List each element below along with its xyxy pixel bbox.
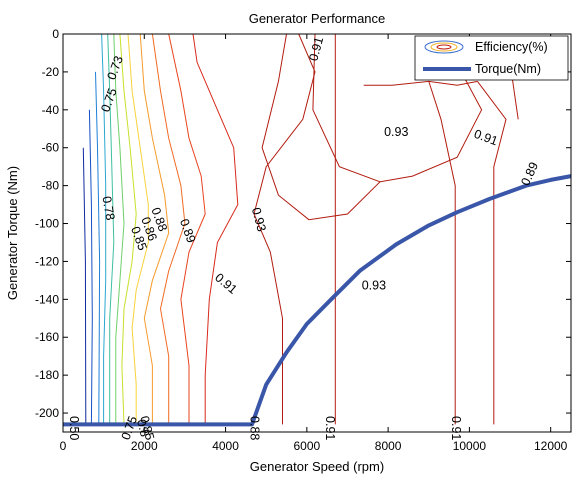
y-tick-label: 0 [52,27,59,41]
contour-line-5 [379,71,483,183]
x-axis: 0 2000 4000 6000 8000 10000 12000 [60,34,568,453]
y-tick-label: -40 [42,103,60,117]
x-tick-label: 4000 [212,439,239,453]
contour-line-3 [261,33,381,221]
contour-line-8 [192,33,239,425]
contour-label-0: 0.91 [306,35,326,62]
contour-label-4: 0.93 [249,206,269,233]
contour-label-1: 0.93 [384,125,408,139]
series-layer [63,174,572,427]
series-line-torque [63,174,572,427]
y-tick-label: -100 [35,217,59,231]
contour-label-6: 0.93 [362,278,386,292]
x-tick-label: 0 [60,439,67,453]
contour-layer [82,33,519,425]
efficiency-contour-icon [424,40,464,54]
y-tick-label: -200 [35,406,59,420]
y-tick-label: -120 [35,254,59,268]
contour-line-17 [95,71,101,425]
contour-line-16 [101,33,107,425]
contour-line-4 [363,80,478,86]
y-tick-label: -140 [35,292,59,306]
contour-label-14: 0.91 [323,416,337,440]
contour-label-20: 0.8 [134,418,152,438]
contour-line-0 [253,33,316,425]
contour-label-layer: 0.910.93 0.910.890.930.91 0.930.890.880.86… [67,35,541,441]
legend-label-efficiency: Efficiency(%) [475,40,548,54]
contour-line-9 [168,33,206,425]
y-tick-label: -20 [42,65,60,79]
y-tick-label: -160 [35,330,59,344]
contour-line-10 [151,33,186,425]
x-axis-label: Generator Speed (rpm) [250,459,384,474]
contour-line-14 [113,33,125,425]
y-tick-label: -60 [42,141,60,155]
contour-line-19 [82,147,87,425]
contour-label-16: 0.88 [248,416,262,440]
y-tick-label: -80 [42,179,60,193]
x-tick-label: 12000 [534,439,568,453]
legend: Efficiency(%) Torque(Nm) [414,35,569,81]
legend-label-torque: Torque(Nm) [475,62,541,76]
x-tick-label: 10000 [453,439,487,453]
plot-frame [62,33,572,433]
contour-line-13 [119,33,137,425]
contour-label-17: 0.50 [67,416,81,440]
contour-label-11: 0.78 [99,195,117,221]
contour-label-15: 0.91 [449,416,463,440]
contour-line-11 [139,33,170,425]
x-tick-label: 8000 [375,439,402,453]
contour-line-1 [428,81,456,425]
chart-title: Generator Performance [249,11,386,26]
contour-label-19: 0.85 [137,414,157,441]
plot-background [63,34,571,432]
y-axis: 0 -20 -40 -60 -80 -100 -120 -140 -160 -180 -200 [35,27,571,420]
y-axis-label: Generator Torque (Nm) [5,166,20,300]
x-tick-label: 2000 [131,439,158,453]
contour-line-6 [477,81,507,425]
plot-area: 0.910.93 0.910.890.930.91 0.930.890.880.86… [62,33,572,442]
y-tick-label: -180 [35,368,59,382]
contour-line-18 [88,109,93,425]
contour-line-15 [107,33,115,425]
contour-line-12 [127,33,149,425]
x-tick-label: 6000 [293,439,320,453]
